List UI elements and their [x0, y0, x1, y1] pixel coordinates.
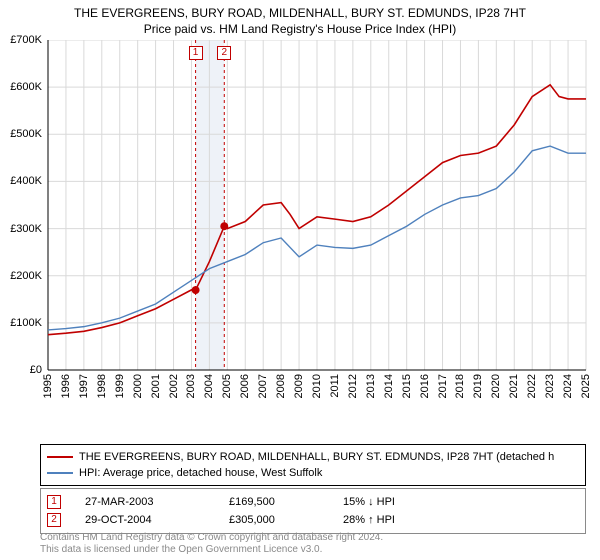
legend: THE EVERGREENS, BURY ROAD, MILDENHALL, B… [40, 444, 586, 486]
event-price: £169,500 [229, 496, 319, 508]
x-tick-label: 2019 [472, 374, 484, 398]
x-tick-label: 2008 [275, 374, 287, 398]
y-tick-label: £300K [2, 223, 42, 235]
x-tick-label: 2016 [419, 374, 431, 398]
y-tick-label: £600K [2, 81, 42, 93]
x-tick-label: 2003 [185, 374, 197, 398]
x-tick-label: 2006 [239, 374, 251, 398]
event-delta: 15% ↓ HPI [343, 496, 395, 508]
x-tick-label: 2013 [365, 374, 377, 398]
x-tick-label: 2018 [454, 374, 466, 398]
event-row: 2 29-OCT-2004 £305,000 28% ↑ HPI [47, 511, 579, 529]
x-tick-label: 1995 [42, 374, 54, 398]
event-row: 1 27-MAR-2003 £169,500 15% ↓ HPI [47, 493, 579, 511]
legend-swatch [47, 472, 73, 474]
y-tick-label: £400K [2, 175, 42, 187]
legend-row: THE EVERGREENS, BURY ROAD, MILDENHALL, B… [47, 449, 579, 465]
x-tick-label: 2009 [293, 374, 305, 398]
sale-marker-badge: 2 [217, 46, 231, 60]
y-tick-label: £700K [2, 34, 42, 46]
sale-marker-badge: 1 [189, 46, 203, 60]
x-tick-label: 1997 [78, 374, 90, 398]
x-tick-label: 1998 [96, 374, 108, 398]
x-tick-label: 1996 [60, 374, 72, 398]
chart-title: THE EVERGREENS, BURY ROAD, MILDENHALL, B… [0, 6, 600, 20]
x-tick-label: 2002 [168, 374, 180, 398]
event-badge: 2 [47, 513, 61, 527]
x-tick-label: 1999 [114, 374, 126, 398]
event-delta: 28% ↑ HPI [343, 514, 395, 526]
x-tick-label: 2011 [329, 374, 341, 398]
x-tick-label: 2005 [221, 374, 233, 398]
x-tick-label: 2017 [437, 374, 449, 398]
footer: Contains HM Land Registry data © Crown c… [40, 532, 383, 556]
x-tick-label: 2021 [508, 374, 520, 398]
legend-label: HPI: Average price, detached house, West… [79, 467, 322, 479]
x-tick-label: 2014 [383, 374, 395, 398]
legend-swatch [47, 456, 73, 458]
footer-line: Contains HM Land Registry data © Crown c… [40, 532, 383, 544]
chart-plot: £0£100K£200K£300K£400K£500K£600K£700K 12 [0, 40, 600, 410]
sale-events: 1 27-MAR-2003 £169,500 15% ↓ HPI 2 29-OC… [40, 488, 586, 534]
x-tick-label: 2010 [311, 374, 323, 398]
x-tick-label: 2025 [580, 374, 592, 398]
x-tick-label: 2004 [203, 374, 215, 398]
y-tick-label: £100K [2, 317, 42, 329]
footer-line: This data is licensed under the Open Gov… [40, 544, 383, 556]
x-tick-label: 2001 [150, 374, 162, 398]
x-tick-label: 2007 [257, 374, 269, 398]
event-price: £305,000 [229, 514, 319, 526]
x-tick-label: 2022 [526, 374, 538, 398]
event-date: 27-MAR-2003 [85, 496, 205, 508]
x-tick-label: 2023 [544, 374, 556, 398]
legend-label: THE EVERGREENS, BURY ROAD, MILDENHALL, B… [79, 451, 554, 463]
legend-row: HPI: Average price, detached house, West… [47, 465, 579, 481]
y-tick-label: £200K [2, 270, 42, 282]
event-date: 29-OCT-2004 [85, 514, 205, 526]
x-tick-label: 2015 [401, 374, 413, 398]
x-tick-label: 2024 [562, 374, 574, 398]
event-badge: 1 [47, 495, 61, 509]
x-tick-label: 2012 [347, 374, 359, 398]
chart-subtitle: Price paid vs. HM Land Registry's House … [0, 22, 600, 36]
x-tick-label: 2000 [132, 374, 144, 398]
y-tick-label: £500K [2, 128, 42, 140]
x-tick-label: 2020 [490, 374, 502, 398]
chart-svg [0, 40, 600, 410]
